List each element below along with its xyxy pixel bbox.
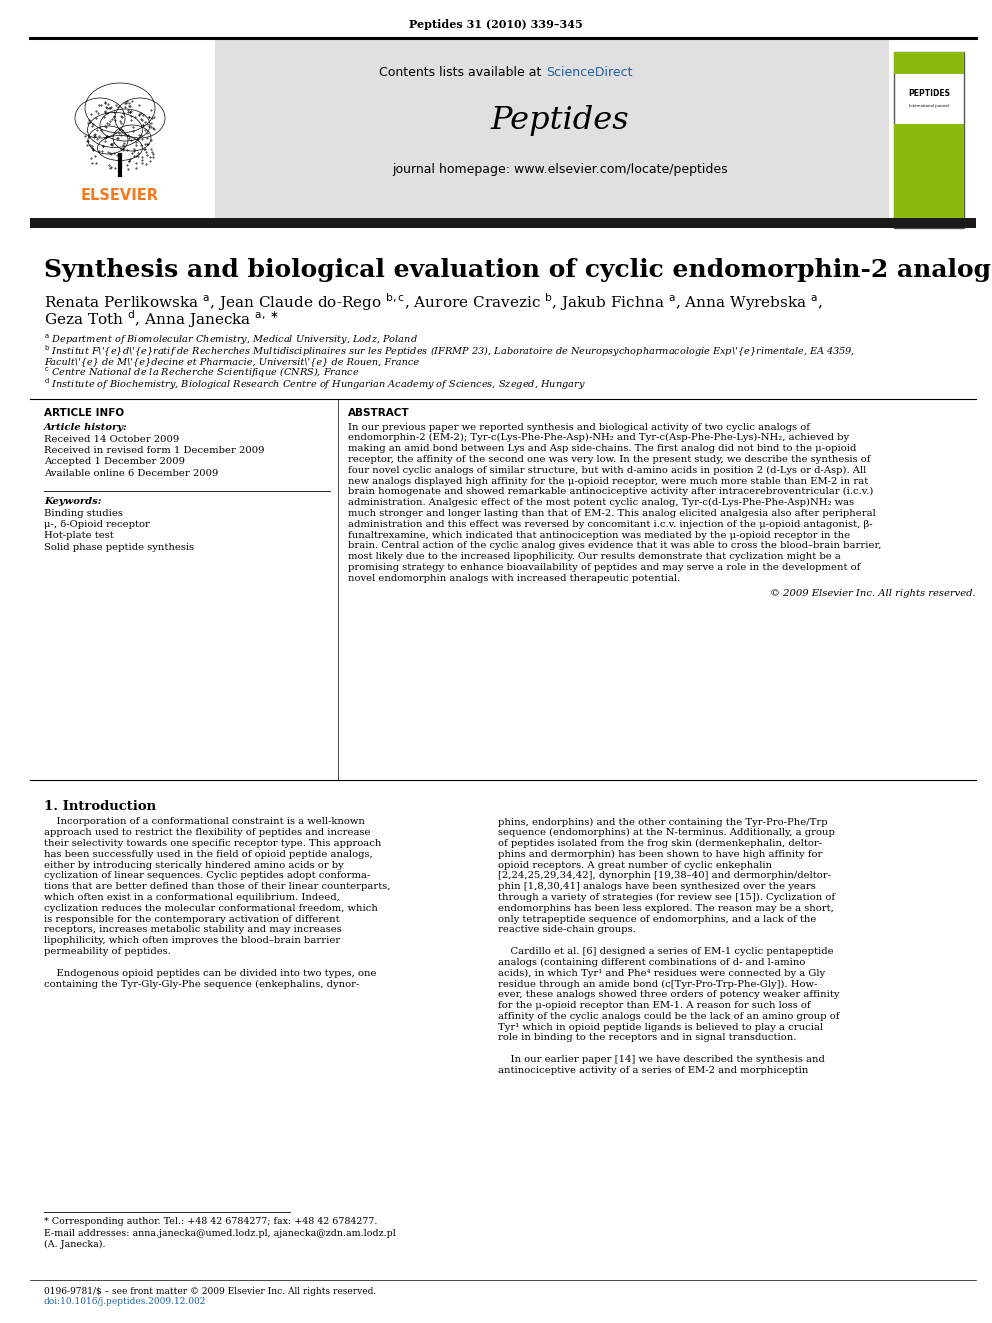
Text: is responsible for the contemporary activation of different: is responsible for the contemporary acti… <box>44 914 339 923</box>
Text: for the μ-opioid receptor than EM-1. A reason for such loss of: for the μ-opioid receptor than EM-1. A r… <box>498 1002 810 1009</box>
Text: lipophilicity, which often improves the blood–brain barrier: lipophilicity, which often improves the … <box>44 937 340 946</box>
Text: Solid phase peptide synthesis: Solid phase peptide synthesis <box>44 542 194 552</box>
Text: International journal: International journal <box>909 105 949 108</box>
Text: Renata Perlikowska $^{\mathsf{a}}$, Jean Claude do-Rego $^{\mathsf{b,c}}$, Auror: Renata Perlikowska $^{\mathsf{a}}$, Jean… <box>44 291 823 312</box>
Text: Facult\'{e} de M\'{e}decine et Pharmacie, Universit\'{e} de Rouen, France: Facult\'{e} de M\'{e}decine et Pharmacie… <box>44 357 420 366</box>
Text: of peptides isolated from the frog skin (dermenkephalin, deltor-: of peptides isolated from the frog skin … <box>498 839 822 848</box>
Text: their selectivity towards one specific receptor type. This approach: their selectivity towards one specific r… <box>44 839 381 848</box>
Text: funaltrexamine, which indicated that antinociception was mediated by the μ-opioi: funaltrexamine, which indicated that ant… <box>348 531 850 540</box>
Text: $^{\mathrm{b}}$ Institut F\'{e}d\'{e}ratif de Recherches Multidisciplinaires sur: $^{\mathrm{b}}$ Institut F\'{e}d\'{e}rat… <box>44 343 855 359</box>
Text: which often exist in a conformational equilibrium. Indeed,: which often exist in a conformational eq… <box>44 893 340 902</box>
Text: most likely due to the increased lipophilicity. Our results demonstrate that cyc: most likely due to the increased lipophi… <box>348 552 841 561</box>
Text: endomorphins has been less explored. The reason may be a short,: endomorphins has been less explored. The… <box>498 904 834 913</box>
Text: brain homogenate and showed remarkable antinociceptive activity after intracereb: brain homogenate and showed remarkable a… <box>348 487 873 496</box>
Text: novel endomorphin analogs with increased therapeutic potential.: novel endomorphin analogs with increased… <box>348 574 681 582</box>
Text: Available online 6 December 2009: Available online 6 December 2009 <box>44 468 218 478</box>
Text: Accepted 1 December 2009: Accepted 1 December 2009 <box>44 458 185 467</box>
Text: (A. Janecka).: (A. Janecka). <box>44 1240 105 1249</box>
Text: opioid receptors. A great number of cyclic enkephalin: opioid receptors. A great number of cycl… <box>498 861 772 869</box>
Text: analogs (containing different combinations of d- and l-amino: analogs (containing different combinatio… <box>498 958 806 967</box>
Text: Keywords:: Keywords: <box>44 496 101 505</box>
Bar <box>30 38 215 228</box>
Text: 0196-9781/$ – see front matter © 2009 Elsevier Inc. All rights reserved.: 0196-9781/$ – see front matter © 2009 El… <box>44 1286 376 1295</box>
Text: administration. Analgesic effect of the most potent cyclic analog, Tyr-c(d-Lys-P: administration. Analgesic effect of the … <box>348 497 854 507</box>
Text: Received 14 October 2009: Received 14 October 2009 <box>44 434 180 443</box>
Text: reactive side-chain groups.: reactive side-chain groups. <box>498 926 636 934</box>
Text: brain. Central action of the cyclic analog gives evidence that it was able to cr: brain. Central action of the cyclic anal… <box>348 541 882 550</box>
Text: Tyr¹ which in opioid peptide ligands is believed to play a crucial: Tyr¹ which in opioid peptide ligands is … <box>498 1023 823 1032</box>
Text: administration and this effect was reversed by concomitant i.c.v. injection of t: administration and this effect was rever… <box>348 520 873 529</box>
Text: Synthesis and biological evaluation of cyclic endomorphin-2 analogs: Synthesis and biological evaluation of c… <box>44 258 992 282</box>
Text: Article history:: Article history: <box>44 422 128 431</box>
Bar <box>215 38 889 228</box>
Text: Hot-plate test: Hot-plate test <box>44 532 114 541</box>
Text: tions that are better defined than those of their linear counterparts,: tions that are better defined than those… <box>44 882 391 892</box>
Text: receptors, increases metabolic stability and may increases: receptors, increases metabolic stability… <box>44 926 342 934</box>
Bar <box>894 52 964 74</box>
Text: doi:10.1016/j.peptides.2009.12.002: doi:10.1016/j.peptides.2009.12.002 <box>44 1298 206 1307</box>
Text: phins, endorphins) and the other containing the Tyr-Pro-Phe/Trp: phins, endorphins) and the other contain… <box>498 818 827 827</box>
Text: In our previous paper we reported synthesis and biological activity of two cycli: In our previous paper we reported synthe… <box>348 422 810 431</box>
Text: E-mail addresses: anna.janecka@umed.lodz.pl, ajanecka@zdn.am.lodz.pl: E-mail addresses: anna.janecka@umed.lodz… <box>44 1229 396 1237</box>
Text: Received in revised form 1 December 2009: Received in revised form 1 December 2009 <box>44 446 265 455</box>
Text: Cardillo et al. [6] designed a series of EM-1 cyclic pentapeptide: Cardillo et al. [6] designed a series of… <box>498 947 833 957</box>
Text: new analogs displayed high affinity for the μ-opioid receptor, were much more st: new analogs displayed high affinity for … <box>348 476 868 486</box>
Text: four novel cyclic analogs of similar structure, but with d-amino acids in positi: four novel cyclic analogs of similar str… <box>348 466 866 475</box>
Text: © 2009 Elsevier Inc. All rights reserved.: © 2009 Elsevier Inc. All rights reserved… <box>771 589 976 598</box>
Text: Contents lists available at: Contents lists available at <box>379 66 545 79</box>
Text: * Corresponding author. Tel.: +48 42 6784277; fax: +48 42 6784277.: * Corresponding author. Tel.: +48 42 678… <box>44 1217 377 1226</box>
Bar <box>894 52 964 228</box>
Text: affinity of the cyclic analogs could be the lack of an amino group of: affinity of the cyclic analogs could be … <box>498 1012 839 1021</box>
Text: Incorporation of a conformational constraint is a well-known: Incorporation of a conformational constr… <box>44 818 365 827</box>
Text: $^{\mathrm{d}}$ Institute of Biochemistry, Biological Research Centre of Hungari: $^{\mathrm{d}}$ Institute of Biochemistr… <box>44 376 585 392</box>
Text: ABSTRACT: ABSTRACT <box>348 407 410 418</box>
Text: phin [1,8,30,41] analogs have been synthesized over the years: phin [1,8,30,41] analogs have been synth… <box>498 882 815 892</box>
Text: Binding studies: Binding studies <box>44 508 123 517</box>
Text: ever, these analogs showed three orders of potency weaker affinity: ever, these analogs showed three orders … <box>498 991 839 999</box>
Text: promising strategy to enhance bioavailability of peptides and may serve a role i: promising strategy to enhance bioavailab… <box>348 562 860 572</box>
Text: only tetrapeptide sequence of endomorphins, and a lack of the: only tetrapeptide sequence of endomorphi… <box>498 914 816 923</box>
Text: role in binding to the receptors and in signal transduction.: role in binding to the receptors and in … <box>498 1033 797 1043</box>
Text: cyclization of linear sequences. Cyclic peptides adopt conforma-: cyclization of linear sequences. Cyclic … <box>44 872 370 881</box>
Text: Endogenous opioid peptides can be divided into two types, one: Endogenous opioid peptides can be divide… <box>44 968 377 978</box>
Text: antinociceptive activity of a series of EM-2 and morphiceptin: antinociceptive activity of a series of … <box>498 1066 808 1074</box>
Text: $^{\mathrm{c}}$ Centre National de la Recherche Scientifique (CNRS), France: $^{\mathrm{c}}$ Centre National de la Re… <box>44 365 359 380</box>
Text: Peptides 31 (2010) 339–345: Peptides 31 (2010) 339–345 <box>409 20 583 30</box>
Text: journal homepage: www.elsevier.com/locate/peptides: journal homepage: www.elsevier.com/locat… <box>392 164 728 176</box>
Text: ELSEVIER: ELSEVIER <box>81 188 159 202</box>
Text: much stronger and longer lasting than that of EM-2. This analog elicited analges: much stronger and longer lasting than th… <box>348 509 876 517</box>
Text: phins and dermorphin) has been shown to have high affinity for: phins and dermorphin) has been shown to … <box>498 849 822 859</box>
Text: acids), in which Tyr¹ and Phe⁴ residues were connected by a Gly: acids), in which Tyr¹ and Phe⁴ residues … <box>498 968 825 978</box>
Text: ScienceDirect: ScienceDirect <box>546 66 633 79</box>
Text: through a variety of strategies (for review see [15]). Cyclization of: through a variety of strategies (for rev… <box>498 893 835 902</box>
Text: 1. Introduction: 1. Introduction <box>44 799 156 812</box>
Text: sequence (endomorphins) at the N-terminus. Additionally, a group: sequence (endomorphins) at the N-terminu… <box>498 828 835 837</box>
Text: receptor, the affinity of the second one was very low. In the present study, we : receptor, the affinity of the second one… <box>348 455 871 464</box>
Text: making an amid bond between Lys and Asp side-chains. The first analog did not bi: making an amid bond between Lys and Asp … <box>348 445 856 452</box>
Text: $^{\mathrm{a}}$ Department of Biomolecular Chemistry, Medical University, Lodz, : $^{\mathrm{a}}$ Department of Biomolecul… <box>44 333 418 347</box>
Text: either by introducing sterically hindered amino acids or by: either by introducing sterically hindere… <box>44 861 344 869</box>
Text: Geza Toth $^{\mathsf{d}}$, Anna Janecka $^{\mathsf{a,\ast}}$: Geza Toth $^{\mathsf{d}}$, Anna Janecka … <box>44 308 279 329</box>
Text: Peptides: Peptides <box>491 105 629 135</box>
Bar <box>894 124 964 228</box>
Text: has been successfully used in the field of opioid peptide analogs,: has been successfully used in the field … <box>44 849 373 859</box>
Text: residue through an amide bond (c[Tyr-Pro-Trp-Phe-Gly]). How-: residue through an amide bond (c[Tyr-Pro… <box>498 979 817 988</box>
Text: [2,24,25,29,34,42], dynorphin [19,38–40] and dermorphin/deltor-: [2,24,25,29,34,42], dynorphin [19,38–40]… <box>498 872 831 881</box>
Text: approach used to restrict the flexibility of peptides and increase: approach used to restrict the flexibilit… <box>44 828 370 837</box>
Text: permeability of peptides.: permeability of peptides. <box>44 947 171 957</box>
Text: PEPTIDES: PEPTIDES <box>908 90 950 98</box>
Text: containing the Tyr-Gly-Gly-Phe sequence (enkephalins, dynor-: containing the Tyr-Gly-Gly-Phe sequence … <box>44 979 359 988</box>
Text: cyclization reduces the molecular conformational freedom, which: cyclization reduces the molecular confor… <box>44 904 378 913</box>
Text: In our earlier paper [14] we have described the synthesis and: In our earlier paper [14] we have descri… <box>498 1056 825 1064</box>
Text: ARTICLE INFO: ARTICLE INFO <box>44 407 124 418</box>
Bar <box>30 218 976 228</box>
Text: endomorphin-2 (EM-2); Tyr-c(Lys-Phe-Phe-Asp)-NH₂ and Tyr-c(Asp-Phe-Phe-Lys)-NH₂,: endomorphin-2 (EM-2); Tyr-c(Lys-Phe-Phe-… <box>348 433 849 442</box>
Text: μ-, δ-Opioid receptor: μ-, δ-Opioid receptor <box>44 520 150 529</box>
